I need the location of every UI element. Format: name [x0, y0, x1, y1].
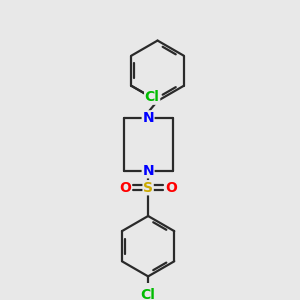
Text: Cl: Cl: [141, 288, 156, 300]
Text: N: N: [142, 164, 154, 178]
Text: O: O: [165, 181, 177, 195]
Text: Cl: Cl: [145, 90, 160, 104]
Text: O: O: [119, 181, 131, 195]
Text: N: N: [142, 111, 154, 125]
Text: S: S: [143, 181, 153, 195]
